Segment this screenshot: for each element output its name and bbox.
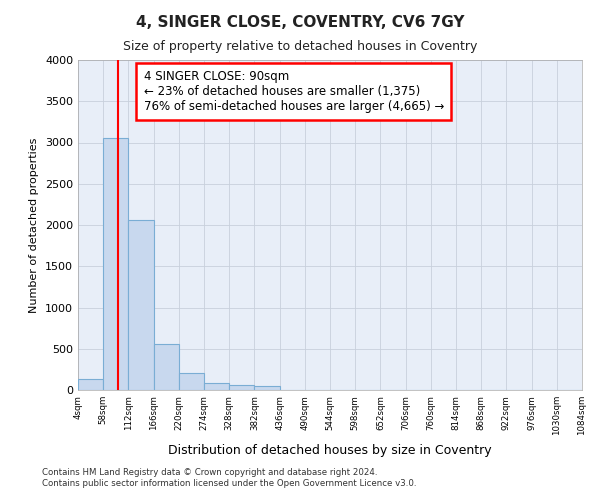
X-axis label: Distribution of detached houses by size in Coventry: Distribution of detached houses by size … [168,444,492,456]
Text: 4, SINGER CLOSE, COVENTRY, CV6 7GY: 4, SINGER CLOSE, COVENTRY, CV6 7GY [136,15,464,30]
Bar [204,384,229,390]
Bar [103,138,128,390]
Bar [128,220,154,390]
Text: 4 SINGER CLOSE: 90sqm
← 23% of detached houses are smaller (1,375)
76% of semi-d: 4 SINGER CLOSE: 90sqm ← 23% of detached … [143,70,444,113]
Text: Contains HM Land Registry data © Crown copyright and database right 2024.
Contai: Contains HM Land Registry data © Crown c… [42,468,416,487]
Bar [179,372,204,390]
Bar [229,386,254,390]
Bar [154,344,179,390]
Bar [78,380,103,390]
Y-axis label: Number of detached properties: Number of detached properties [29,138,40,312]
Text: Size of property relative to detached houses in Coventry: Size of property relative to detached ho… [123,40,477,53]
Bar [254,386,280,390]
